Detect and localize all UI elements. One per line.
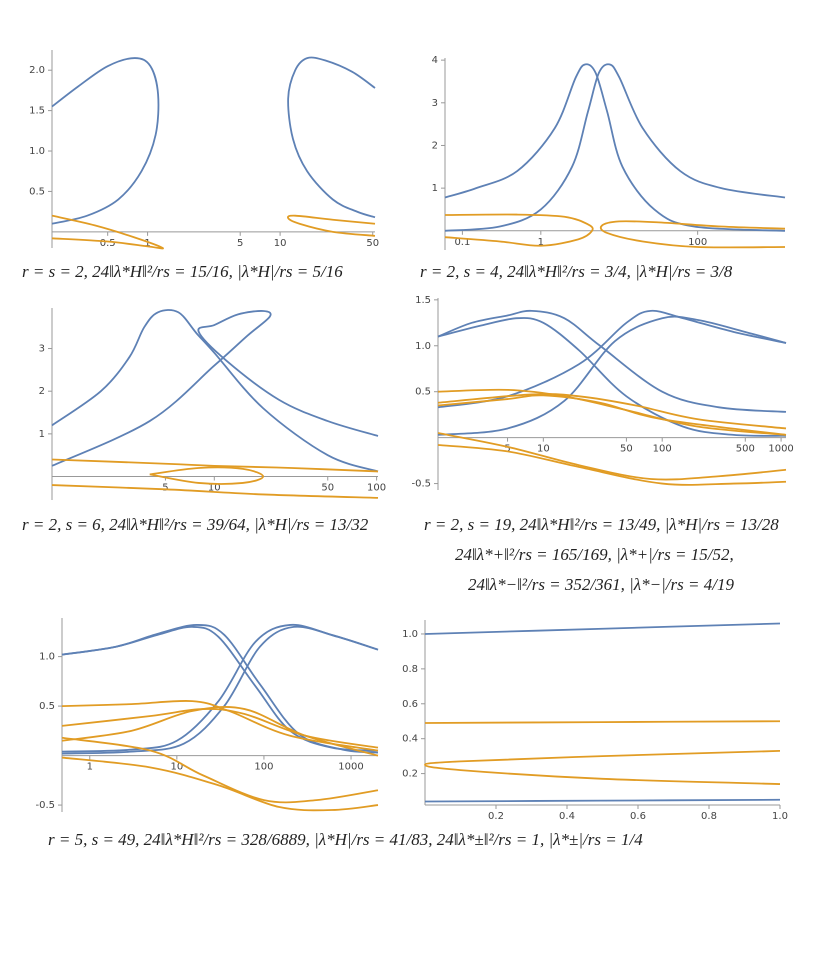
curve bbox=[287, 56, 376, 219]
curve bbox=[424, 798, 781, 803]
y-tick-label: 1 bbox=[39, 429, 45, 440]
caption: r = 2, s = 19, 24‖λ*H‖²/rs = 13/49, |λ*H… bbox=[424, 515, 779, 534]
y-tick-label: 3 bbox=[39, 344, 45, 355]
x-tick-label: 100 bbox=[688, 237, 707, 248]
curve bbox=[51, 458, 379, 473]
curve bbox=[61, 708, 379, 749]
curve bbox=[437, 309, 787, 409]
y-tick-label: 1.0 bbox=[39, 652, 55, 663]
y-tick-label: 0.8 bbox=[402, 664, 418, 675]
caption: r = 2, s = 4, 24‖λ*H‖²/rs = 3/4, |λ*H|/r… bbox=[420, 262, 733, 281]
curve bbox=[61, 625, 379, 755]
curve bbox=[424, 720, 781, 724]
curve bbox=[61, 623, 379, 753]
x-tick-label: 1 bbox=[87, 762, 93, 773]
caption: r = 5, s = 49, 24‖λ*H‖²/rs = 328/6889, |… bbox=[48, 830, 643, 849]
x-tick-label: 0.1 bbox=[454, 237, 470, 248]
x-tick-label: 100 bbox=[254, 762, 273, 773]
y-tick-label: 4 bbox=[432, 55, 438, 66]
curve bbox=[437, 388, 787, 436]
curve bbox=[437, 444, 787, 486]
x-tick-label: 0.5 bbox=[100, 238, 116, 249]
curve bbox=[437, 317, 787, 437]
curve bbox=[51, 214, 164, 250]
y-tick-label: 1.0 bbox=[415, 341, 431, 352]
curve bbox=[61, 706, 379, 757]
curve bbox=[61, 756, 379, 812]
x-tick-label: 0.8 bbox=[701, 811, 717, 822]
y-tick-label: 0.5 bbox=[415, 387, 431, 398]
x-tick-label: 1000 bbox=[338, 762, 363, 773]
curve bbox=[599, 220, 786, 249]
x-tick-label: 50 bbox=[620, 444, 633, 455]
curve bbox=[149, 466, 265, 485]
x-tick-label: 5 bbox=[504, 444, 510, 455]
x-tick-label: 100 bbox=[367, 483, 386, 494]
curve bbox=[437, 432, 787, 481]
curve bbox=[444, 213, 594, 247]
x-tick-label: 1000 bbox=[768, 444, 793, 455]
caption: 24‖λ*−‖²/rs = 352/361, |λ*−|/rs = 4/19 bbox=[468, 575, 734, 594]
x-tick-label: 5 bbox=[162, 483, 168, 494]
y-tick-label: 1.5 bbox=[415, 295, 431, 306]
curve bbox=[51, 310, 379, 467]
x-tick-label: 10 bbox=[537, 444, 550, 455]
x-tick-label: 5 bbox=[237, 238, 243, 249]
y-tick-label: 1.5 bbox=[29, 106, 45, 117]
y-tick-label: 1.0 bbox=[29, 146, 45, 157]
x-tick-label: 0.4 bbox=[559, 811, 575, 822]
x-tick-label: 10 bbox=[274, 238, 287, 249]
y-tick-label: 2 bbox=[39, 386, 45, 397]
y-tick-label: 2 bbox=[432, 140, 438, 151]
curve bbox=[51, 484, 379, 499]
y-tick-label: -0.5 bbox=[411, 479, 431, 490]
curve bbox=[287, 214, 376, 237]
y-tick-label: -0.5 bbox=[35, 800, 55, 811]
y-tick-label: 3 bbox=[432, 98, 438, 109]
caption: 24‖λ*+‖²/rs = 165/169, |λ*+|/rs = 15/52, bbox=[455, 545, 734, 564]
curve bbox=[437, 393, 787, 430]
y-tick-label: 0.6 bbox=[402, 699, 418, 710]
x-tick-label: 1 bbox=[538, 237, 544, 248]
y-tick-label: 0.2 bbox=[402, 769, 418, 780]
curve bbox=[424, 749, 781, 785]
y-tick-label: 2.0 bbox=[29, 65, 45, 76]
curve bbox=[424, 622, 781, 635]
x-tick-label: 10 bbox=[170, 762, 183, 773]
x-tick-label: 10 bbox=[208, 483, 221, 494]
curve bbox=[61, 624, 379, 754]
x-tick-label: 50 bbox=[321, 483, 334, 494]
y-tick-label: 1.0 bbox=[402, 629, 418, 640]
x-tick-label: 500 bbox=[736, 444, 755, 455]
caption: r = s = 2, 24‖λ*H‖²/rs = 15/16, |λ*H|/rs… bbox=[22, 262, 343, 281]
curve bbox=[437, 315, 787, 436]
x-tick-label: 0.2 bbox=[488, 811, 504, 822]
y-tick-label: 0.4 bbox=[402, 734, 418, 745]
y-tick-label: 0.5 bbox=[29, 186, 45, 197]
curve bbox=[444, 63, 786, 232]
x-tick-label: 0.6 bbox=[630, 811, 646, 822]
curve bbox=[444, 63, 786, 232]
y-tick-label: 0.5 bbox=[39, 701, 55, 712]
curve bbox=[51, 309, 379, 473]
curve bbox=[61, 736, 379, 804]
curve bbox=[51, 57, 160, 225]
y-tick-label: 1 bbox=[432, 183, 438, 194]
curve bbox=[61, 700, 379, 752]
x-tick-label: 1 bbox=[144, 238, 150, 249]
curve bbox=[437, 309, 787, 413]
curve bbox=[61, 626, 379, 752]
x-tick-label: 100 bbox=[653, 444, 672, 455]
x-tick-label: 50 bbox=[366, 238, 379, 249]
curve bbox=[437, 394, 787, 436]
x-tick-label: 1.0 bbox=[772, 811, 788, 822]
caption: r = 2, s = 6, 24‖λ*H‖²/rs = 39/64, |λ*H|… bbox=[22, 515, 369, 534]
